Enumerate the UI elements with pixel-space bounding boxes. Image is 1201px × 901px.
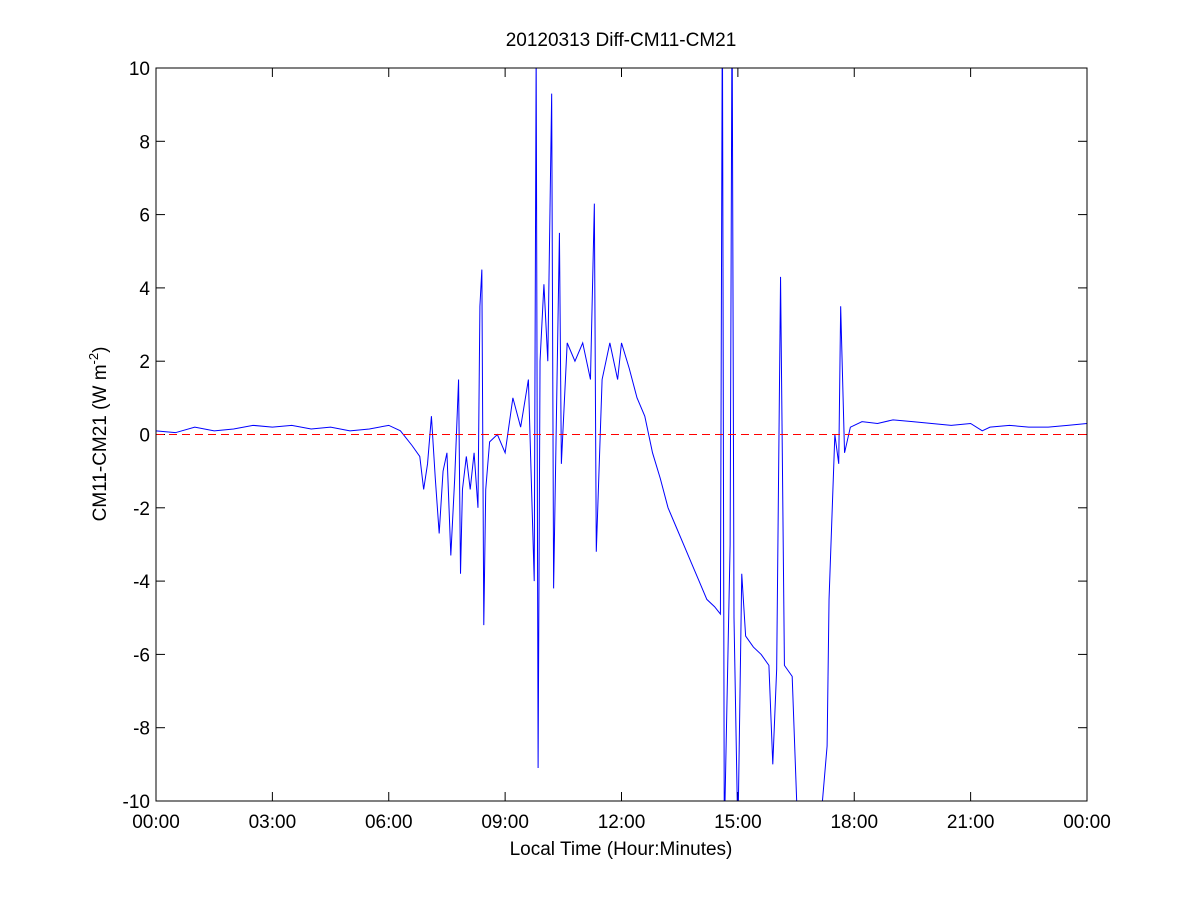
axes-frame bbox=[155, 67, 1088, 802]
plot-content bbox=[156, 68, 1087, 801]
y-tick-label: -8 bbox=[133, 719, 150, 740]
plot-area bbox=[156, 68, 1087, 801]
x-tick-label: 18:00 bbox=[830, 812, 878, 833]
y-tick-label: -6 bbox=[133, 645, 150, 666]
y-tick-label: -2 bbox=[133, 499, 150, 520]
x-tick-label: 00:00 bbox=[132, 812, 180, 833]
chart-title: 20120313 Diff-CM11-CM21 bbox=[506, 30, 737, 51]
x-tick-label: 15:00 bbox=[714, 812, 762, 833]
x-tick-label: 03:00 bbox=[249, 812, 297, 833]
x-tick-label: 06:00 bbox=[365, 812, 413, 833]
y-label-sup: -2 bbox=[86, 353, 101, 365]
y-tick-label: -10 bbox=[123, 792, 150, 813]
y-axis-label: CM11-CM21 (W m-2) bbox=[86, 347, 111, 522]
y-tick-label: 4 bbox=[139, 279, 150, 300]
x-tick-label: 09:00 bbox=[481, 812, 529, 833]
data-line bbox=[156, 68, 1087, 801]
x-tick-label: 21:00 bbox=[947, 812, 995, 833]
y-label-close: ) bbox=[90, 347, 111, 353]
x-tick-label: 00:00 bbox=[1063, 812, 1111, 833]
y-label-text: CM11-CM21 (W m bbox=[90, 364, 111, 521]
y-tick-label: 0 bbox=[139, 426, 150, 447]
y-tick-label: 10 bbox=[129, 59, 150, 80]
y-tick-label: 8 bbox=[139, 132, 150, 153]
y-tick-label: 2 bbox=[139, 352, 150, 373]
x-axis-label: Local Time (Hour:Minutes) bbox=[510, 839, 733, 860]
y-tick-label: -4 bbox=[133, 572, 150, 593]
x-tick-label: 12:00 bbox=[598, 812, 646, 833]
y-tick-label: 6 bbox=[139, 206, 150, 227]
